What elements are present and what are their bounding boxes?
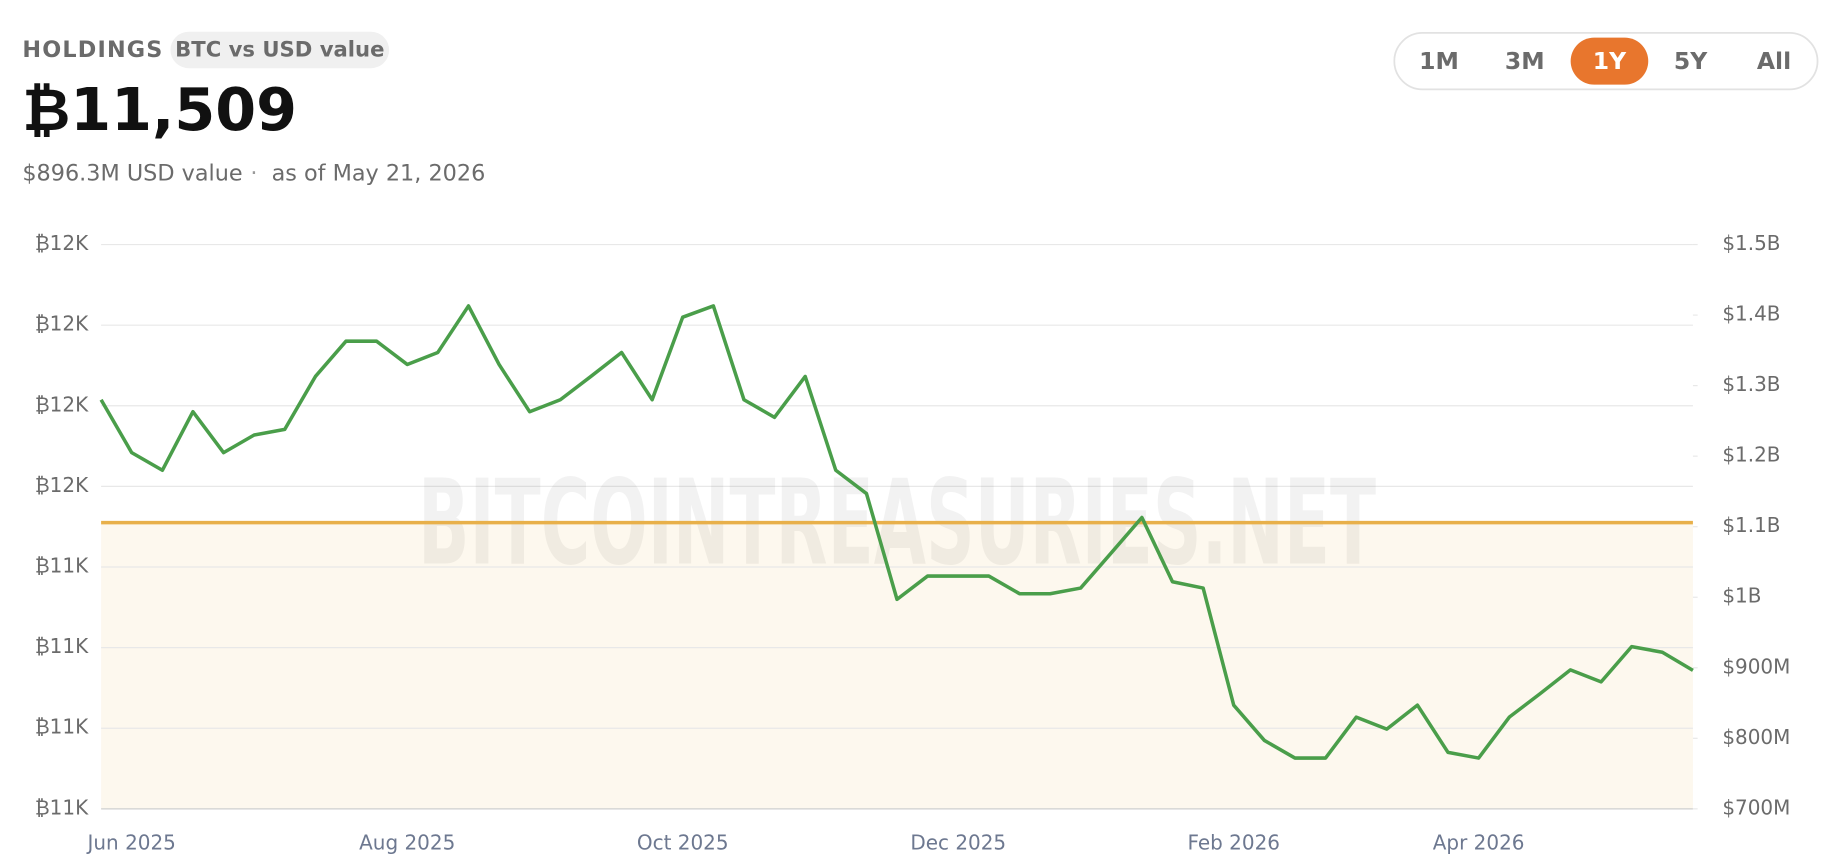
y-tick-label: ₿12K bbox=[35, 312, 89, 336]
holdings-area bbox=[101, 522, 1693, 809]
range-button[interactable]: 3M bbox=[1505, 47, 1545, 75]
amount: ₿11,509 bbox=[22, 75, 297, 144]
y-tick-label: ₿11K bbox=[35, 634, 89, 658]
range-button[interactable]: 1Y bbox=[1593, 47, 1627, 75]
y2-tick-label: $900M bbox=[1722, 654, 1790, 678]
y-tick-label: ₿12K bbox=[35, 473, 89, 497]
range-button[interactable]: All bbox=[1757, 47, 1791, 75]
y-tick-label: ₿12K bbox=[35, 231, 89, 255]
usd-value: $896.3M USD value bbox=[22, 161, 242, 187]
x-tick-label: Oct 2025 bbox=[637, 831, 729, 855]
y-tick-label: ₿11K bbox=[35, 795, 89, 819]
x-tick-label: Apr 2026 bbox=[1433, 831, 1525, 855]
y2-tick-label: $700M bbox=[1722, 795, 1790, 819]
range-button-active-bg bbox=[1570, 37, 1649, 85]
y-tick-label: ₿11K bbox=[35, 554, 89, 578]
y2-tick-label: $1.3B bbox=[1722, 372, 1780, 396]
separator: · bbox=[250, 161, 257, 187]
y2-tick-label: $1.1B bbox=[1722, 513, 1780, 537]
range-button[interactable]: 5Y bbox=[1674, 47, 1708, 75]
x-tick-label: Feb 2026 bbox=[1187, 831, 1280, 855]
y2-tick-label: $800M bbox=[1722, 725, 1790, 749]
section-label: HOLDINGS bbox=[22, 37, 163, 63]
usd-value-line bbox=[99, 304, 1694, 760]
x-tick-label: Dec 2025 bbox=[910, 831, 1006, 855]
y2-tick-label: $1.2B bbox=[1722, 443, 1780, 467]
y-tick-label: ₿11K bbox=[35, 715, 89, 739]
x-tick-label: Jun 2025 bbox=[86, 831, 176, 855]
range-button[interactable]: 1M bbox=[1419, 47, 1459, 75]
y2-tick-label: $1B bbox=[1722, 584, 1761, 608]
badge-bg bbox=[170, 31, 390, 69]
y2-tick-label: $1.5B bbox=[1722, 231, 1780, 255]
badge: BTC vs USD value bbox=[175, 37, 384, 62]
y-tick-label: ₿12K bbox=[35, 392, 89, 416]
x-tick-label: Aug 2025 bbox=[359, 831, 455, 855]
y2-tick-label: $1.4B bbox=[1722, 302, 1780, 326]
as-of: as of May 21, 2026 bbox=[272, 161, 486, 187]
